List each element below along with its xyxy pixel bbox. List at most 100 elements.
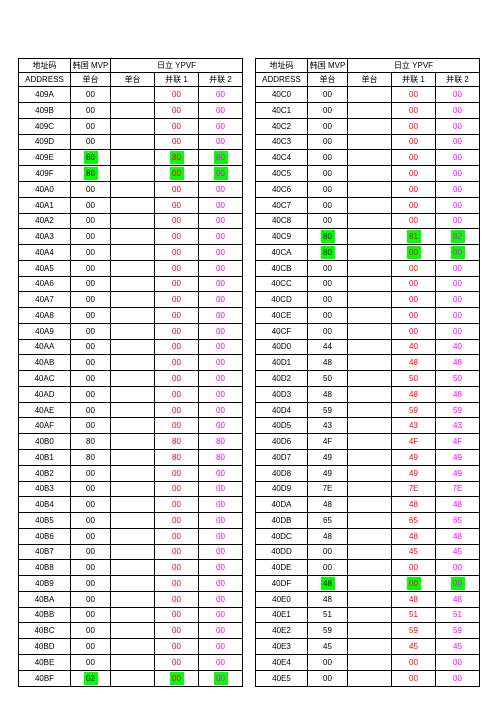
- cell-yp-single: [348, 308, 392, 324]
- table-row: 40C1000000: [256, 103, 480, 119]
- cell-mvp: 00: [71, 245, 111, 261]
- cell-mvp: 00: [71, 418, 111, 434]
- cell-yp-single: [348, 639, 392, 655]
- cell-mvp: 00: [308, 118, 348, 134]
- cell-address: 40CB: [256, 260, 308, 276]
- hdr-mvp-sub: 单台: [71, 73, 111, 87]
- cell-mvp: 00: [71, 544, 111, 560]
- right-table: 地址码 韩国 MVP 日立 YPVF ADDRESS 单台 单台 并联 1 并联…: [255, 58, 480, 687]
- table-row: 40A9000000: [19, 323, 243, 339]
- cell-address: 40E4: [256, 654, 308, 670]
- cell-yp-parallel1: 00: [155, 118, 199, 134]
- cell-address: 40A6: [19, 276, 71, 292]
- table-row: 40B7000000: [19, 544, 243, 560]
- cell-yp-parallel1: 00: [392, 134, 436, 150]
- cell-address: 40D2: [256, 371, 308, 387]
- cell-yp-parallel2: 00: [199, 166, 243, 182]
- cell-yp-single: [111, 245, 155, 261]
- table-row: 409C000000: [19, 118, 243, 134]
- hdr-addr-cn: 地址码: [19, 59, 71, 73]
- cell-yp-parallel1: 59: [392, 402, 436, 418]
- hdr-mvp: 韩国 MVP: [71, 59, 111, 73]
- cell-yp-single: [348, 591, 392, 607]
- cell-address: 40B8: [19, 560, 71, 576]
- cell-address: 409F: [19, 166, 71, 182]
- table-row: 40BD000000: [19, 639, 243, 655]
- hdr-yp2: 并联 1: [392, 73, 436, 87]
- cell-yp-parallel1: 00: [155, 292, 199, 308]
- cell-yp-parallel1: 65: [392, 513, 436, 529]
- cell-yp-parallel1: 45: [392, 544, 436, 560]
- cell-yp-parallel2: 00: [199, 245, 243, 261]
- cell-address: 40AD: [19, 386, 71, 402]
- cell-address: 40A1: [19, 197, 71, 213]
- hdr-addr-cn: 地址码: [256, 59, 308, 73]
- table-row: 40AB000000: [19, 355, 243, 371]
- cell-yp-single: [348, 497, 392, 513]
- cell-mvp: 00: [71, 623, 111, 639]
- cell-yp-parallel2: 80: [199, 450, 243, 466]
- cell-yp-parallel2: 00: [199, 355, 243, 371]
- cell-yp-parallel2: 00: [199, 670, 243, 686]
- cell-yp-parallel1: 00: [392, 276, 436, 292]
- cell-mvp: 00: [308, 544, 348, 560]
- table-row: 409F800000: [19, 166, 243, 182]
- cell-address: 40E1: [256, 607, 308, 623]
- cell-yp-single: [348, 276, 392, 292]
- cell-mvp: 48: [308, 591, 348, 607]
- cell-yp-single: [111, 497, 155, 513]
- cell-yp-parallel1: 00: [155, 607, 199, 623]
- cell-yp-single: [111, 560, 155, 576]
- cell-yp-single: [348, 323, 392, 339]
- cell-yp-single: [111, 513, 155, 529]
- cell-mvp: 59: [308, 402, 348, 418]
- cell-yp-parallel1: 00: [155, 465, 199, 481]
- cell-address: 40A9: [19, 323, 71, 339]
- cell-yp-single: [348, 197, 392, 213]
- cell-yp-parallel1: 00: [155, 544, 199, 560]
- cell-mvp: 00: [71, 103, 111, 119]
- cell-yp-parallel1: 49: [392, 450, 436, 466]
- table-row: 40DF480000: [256, 576, 480, 592]
- cell-yp-parallel2: 00: [199, 371, 243, 387]
- cell-address: 40A4: [19, 245, 71, 261]
- cell-yp-parallel2: 00: [199, 639, 243, 655]
- table-row: 40A5000000: [19, 260, 243, 276]
- cell-yp-single: [111, 386, 155, 402]
- cell-yp-parallel2: 00: [436, 118, 480, 134]
- cell-address: 40A3: [19, 229, 71, 245]
- cell-yp-parallel1: 00: [392, 150, 436, 166]
- table-row: 40B6000000: [19, 528, 243, 544]
- cell-yp-parallel2: 45: [436, 639, 480, 655]
- cell-mvp: 00: [308, 308, 348, 324]
- cell-mvp: 44: [308, 339, 348, 355]
- cell-yp-parallel2: 00: [436, 670, 480, 686]
- cell-yp-parallel1: 00: [155, 276, 199, 292]
- cell-yp-parallel1: 40: [392, 339, 436, 355]
- table-row: 40AF000000: [19, 418, 243, 434]
- left-table-body: 409A000000409B000000409C000000409D000000…: [19, 87, 243, 687]
- cell-mvp: 49: [308, 465, 348, 481]
- cell-yp-single: [348, 260, 392, 276]
- table-row: 40BE000000: [19, 654, 243, 670]
- cell-yp-single: [348, 87, 392, 103]
- table-row: 40A4000000: [19, 245, 243, 261]
- table-row: 40D4595959: [256, 402, 480, 418]
- cell-yp-single: [111, 166, 155, 182]
- cell-address: 40B9: [19, 576, 71, 592]
- cell-yp-parallel2: 49: [436, 450, 480, 466]
- cell-mvp: 00: [308, 166, 348, 182]
- cell-mvp: 00: [308, 150, 348, 166]
- table-row: 40CF000000: [256, 323, 480, 339]
- cell-yp-single: [348, 339, 392, 355]
- cell-yp-single: [348, 450, 392, 466]
- cell-yp-parallel1: 00: [392, 323, 436, 339]
- cell-yp-parallel2: 00: [436, 654, 480, 670]
- cell-mvp: 00: [71, 197, 111, 213]
- cell-yp-single: [111, 402, 155, 418]
- cell-mvp: 48: [308, 355, 348, 371]
- cell-yp-parallel1: 00: [392, 103, 436, 119]
- table-row: 40CD000000: [256, 292, 480, 308]
- hdr-ypvf: 日立 YPVF: [111, 59, 243, 73]
- cell-mvp: 4F: [308, 434, 348, 450]
